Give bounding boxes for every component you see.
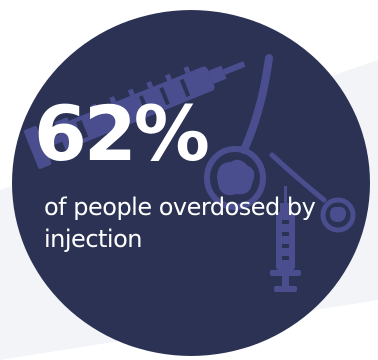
- small-spoon-icon: [269, 152, 356, 233]
- stat-percentage: 62%: [34, 89, 210, 178]
- vertical-syringe-icon: [270, 186, 301, 292]
- spoon-icon: [204, 54, 273, 210]
- stat-caption: of people overdosed by injection: [44, 193, 316, 253]
- syringe-icon: [23, 61, 246, 169]
- drug-paraphernalia-illustration: [12, 10, 370, 356]
- stat-circle: [12, 10, 370, 356]
